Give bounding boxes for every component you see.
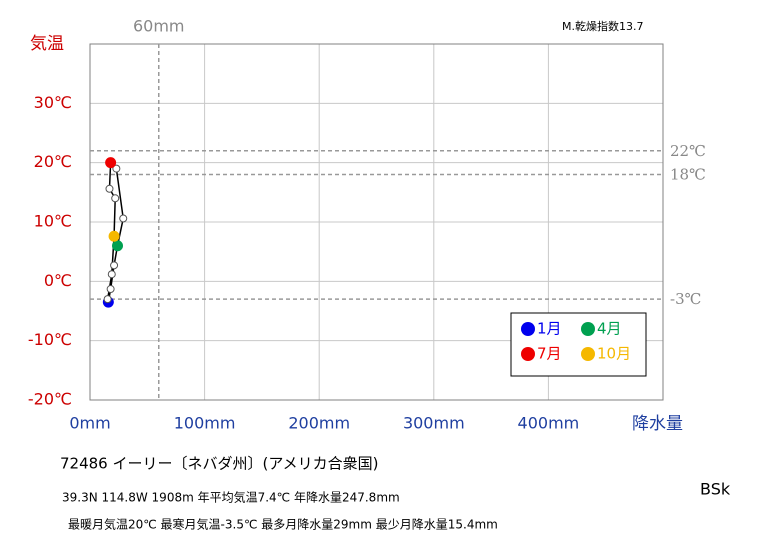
legend-label: 4月 xyxy=(597,320,622,338)
month-point xyxy=(107,270,116,279)
month-point xyxy=(112,164,121,173)
reference-label: 18℃ xyxy=(670,166,706,184)
legend-marker xyxy=(521,347,535,361)
legend-label: 10月 xyxy=(597,345,631,363)
month-point xyxy=(112,240,124,252)
y-tick-label: -10℃ xyxy=(28,330,72,349)
info-line: 最暖月気温20℃ 最寒月気温-3.5℃ 最多月降水量29mm 最少月降水量15.… xyxy=(68,517,498,532)
x-tick-label: 0mm xyxy=(69,414,110,433)
month-point xyxy=(103,295,112,304)
y-tick-label: -20℃ xyxy=(28,390,72,409)
x-tick-label: 400mm xyxy=(518,414,580,433)
month-point xyxy=(111,194,120,203)
y-tick-label: 20℃ xyxy=(34,152,72,171)
legend-label: 1月 xyxy=(537,320,562,338)
x-axis-label: 降水量 xyxy=(632,414,683,434)
x-tick-label: 100mm xyxy=(174,414,236,433)
climate-class: BSk xyxy=(700,480,731,499)
station: 72486 イーリー〔ネバダ州〕(アメリカ合衆国) xyxy=(60,455,378,473)
y-tick-label: 30℃ xyxy=(34,93,72,112)
legend-marker xyxy=(581,347,595,361)
legend-marker xyxy=(521,322,535,336)
month-point xyxy=(105,157,117,169)
month-point xyxy=(110,261,119,270)
reference-label: -3℃ xyxy=(670,290,701,308)
dryness-index: M.乾燥指数13.7 xyxy=(562,19,643,33)
info-line: 39.3N 114.8W 1908m 年平均気温7.4℃ 年降水量247.8mm xyxy=(62,490,400,505)
month-point xyxy=(119,214,128,223)
reference-label: 60mm xyxy=(133,17,185,36)
y-tick-label: 10℃ xyxy=(34,212,72,231)
month-point xyxy=(106,285,115,294)
y-tick-label: 0℃ xyxy=(44,271,72,290)
legend-marker xyxy=(581,322,595,336)
x-tick-label: 200mm xyxy=(288,414,350,433)
y-axis-label: 気温 xyxy=(30,34,64,54)
month-point xyxy=(105,184,114,193)
legend-box xyxy=(510,312,647,377)
plot-frame xyxy=(89,43,664,401)
legend-label: 7月 xyxy=(537,345,562,363)
month-point xyxy=(108,230,120,242)
x-tick-label: 300mm xyxy=(403,414,465,433)
reference-label: 22℃ xyxy=(670,142,706,160)
